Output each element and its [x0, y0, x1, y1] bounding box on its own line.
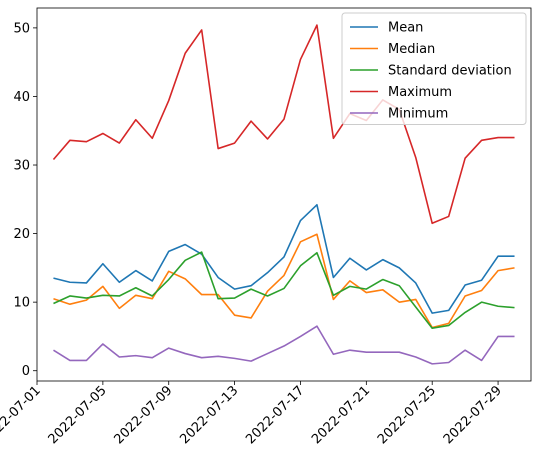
legend: Mean Median Standard deviation Maximum Minim… [341, 12, 527, 125]
x-tick-label: 2022-07-09 [112, 383, 176, 447]
series-line-standard-deviation [53, 251, 515, 330]
x-tick-label: 2022-07-05 [46, 383, 110, 447]
legend-label: Standard deviation [388, 64, 512, 79]
y-axis: 0 10 20 30 40 50 [13, 21, 37, 379]
series-line-median [53, 233, 515, 329]
y-tick-label: 20 [13, 227, 30, 242]
plot-lines [52, 24, 515, 365]
series-line-maximum [52, 24, 515, 225]
x-axis: 2022-07-01 2022-07-05 2022-07-09 2022-07-13… [0, 381, 505, 447]
legend-box [341, 12, 527, 125]
x-tick-label: 2022-07-17 [243, 383, 307, 447]
series-line-minimum [53, 325, 515, 365]
x-tick-label: 2022-07-25 [375, 383, 439, 447]
y-tick-label: 0 [22, 364, 30, 379]
x-tick-label: 2022-07-21 [309, 383, 373, 447]
y-tick-label: 10 [13, 296, 30, 311]
legend-label: Minimum [388, 107, 448, 122]
plot-frame [36, 7, 532, 382]
legend-label: Maximum [388, 85, 452, 100]
x-tick-label: 2022-07-01 [0, 383, 44, 447]
legend-label: Median [388, 42, 435, 57]
x-tick-label: 2022-07-13 [177, 383, 241, 447]
x-tick-label: 2022-07-29 [441, 383, 505, 447]
y-tick-label: 50 [13, 21, 30, 36]
legend-label: Mean [388, 21, 423, 36]
series-line-mean [53, 203, 515, 314]
y-tick-label: 40 [13, 90, 30, 105]
y-tick-label: 30 [13, 159, 30, 174]
